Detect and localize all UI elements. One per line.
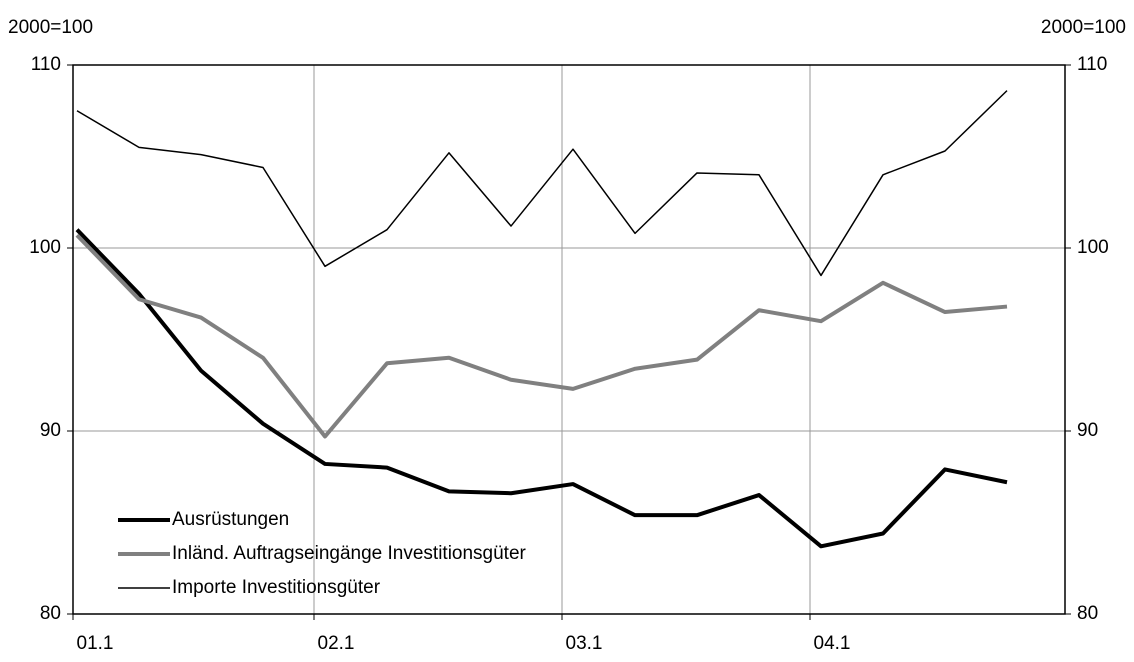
y-tick-label: 90 bbox=[40, 420, 61, 441]
plot-frame bbox=[72, 64, 1066, 615]
x-tick-label: 04.1 bbox=[814, 633, 851, 654]
x-tick-label: 02.1 bbox=[318, 633, 355, 654]
y-tick-label: 80 bbox=[40, 603, 61, 624]
y2-tick-label: 110 bbox=[1077, 54, 1107, 75]
y2-tick-label: 100 bbox=[1077, 237, 1109, 258]
series-line bbox=[75, 233, 1008, 439]
x-tick-label: 01.1 bbox=[77, 633, 114, 654]
series-line bbox=[76, 90, 1008, 277]
y2-tick-label: 90 bbox=[1077, 420, 1098, 441]
y-axis-label-left: 2000=100 bbox=[8, 17, 93, 38]
legend-label: Inländ. Auftragseingänge Investitionsgüt… bbox=[172, 543, 527, 564]
x-tick-label: 03.1 bbox=[566, 633, 603, 654]
y2-tick-label: 80 bbox=[1077, 603, 1098, 624]
legend-label: Ausrüstungen bbox=[172, 509, 289, 530]
y-tick-label: 100 bbox=[29, 237, 61, 258]
y-tick-label: 110 bbox=[31, 54, 61, 75]
legend-label: Importe Investitionsgüter bbox=[172, 577, 381, 598]
series-line bbox=[75, 228, 1008, 549]
y-axis-label-right: 2000=100 bbox=[1041, 17, 1126, 38]
